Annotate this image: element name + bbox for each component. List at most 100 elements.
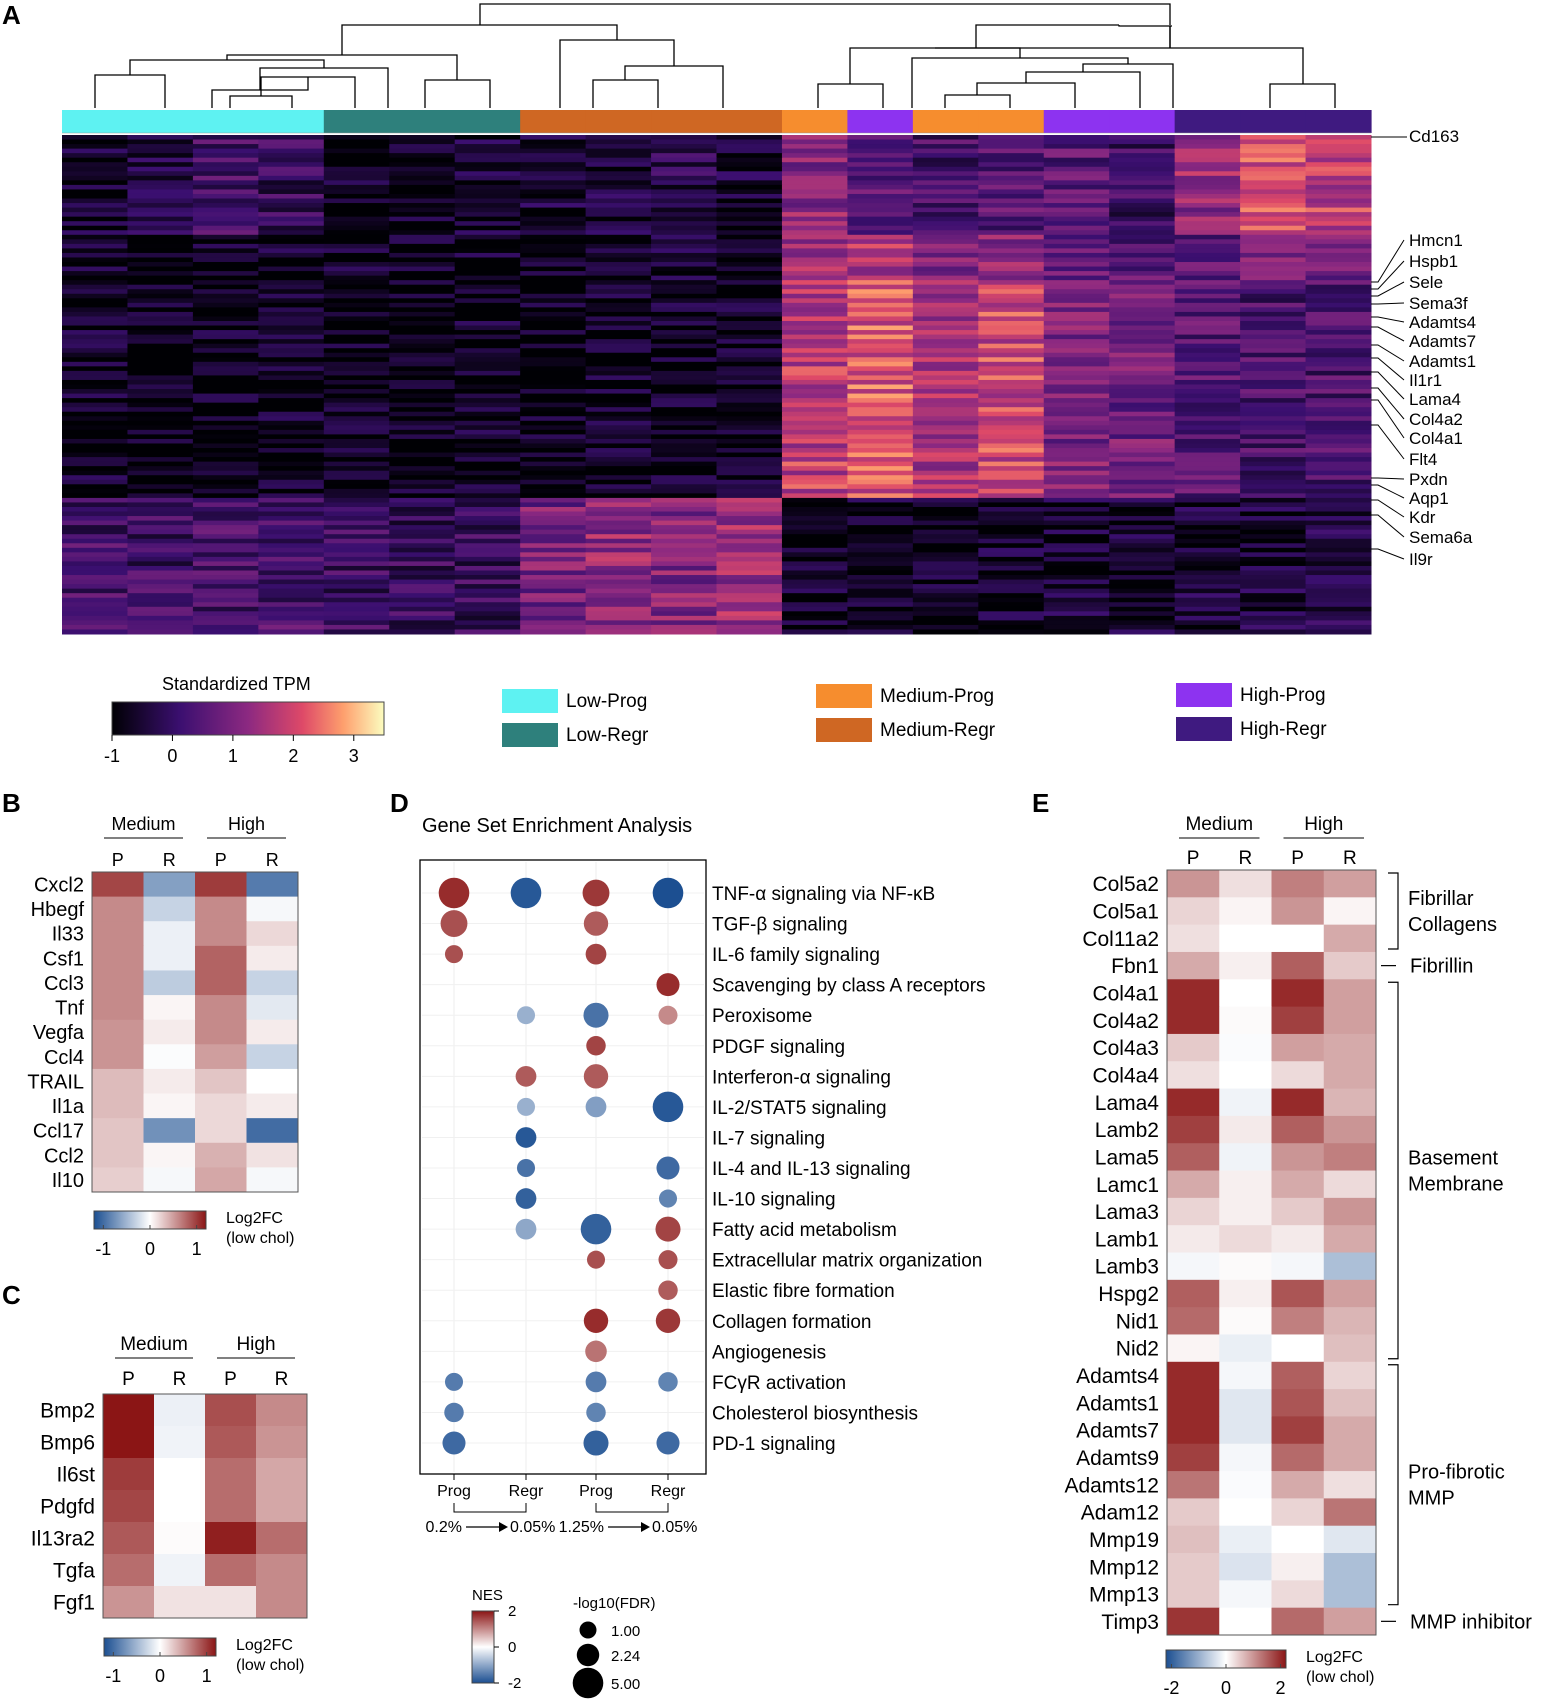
heatmap-cell (127, 529, 194, 535)
heatmap-cell (912, 615, 979, 621)
heatmap-cell (585, 175, 652, 181)
bracket-label: Fibrillar (1408, 888, 1474, 910)
heatmap-cell (978, 411, 1045, 417)
heatmap-cell (143, 896, 196, 922)
heatmap-cell (912, 602, 979, 608)
heatmap-cell (1174, 620, 1241, 626)
heatmap-cell (912, 189, 979, 195)
heatmap-cell (1240, 466, 1307, 472)
heatmap-cell (651, 153, 717, 159)
heatmap-cell (1174, 166, 1241, 172)
row-label: Lamc1 (1096, 1174, 1159, 1197)
heatmap-cell (323, 257, 390, 263)
heatmap-cell (1043, 457, 1110, 463)
heatmap-cell (1240, 180, 1307, 186)
heatmap-cell (62, 166, 128, 172)
heatmap-cell (1240, 593, 1307, 599)
heatmap-cell (389, 434, 456, 440)
heatmap-cell (1109, 525, 1176, 531)
heatmap-cell (1043, 529, 1110, 535)
heatmap-cell (1174, 293, 1241, 299)
heatmap-cell (454, 579, 521, 585)
heatmap-cell (585, 293, 652, 299)
heatmap-cell (781, 484, 848, 490)
heatmap-cell (1305, 330, 1372, 336)
heatmap-cell (847, 466, 914, 472)
heatmap-cell (1305, 298, 1372, 304)
row-label: Lamb3 (1095, 1256, 1159, 1279)
enrichment-dot (656, 1431, 680, 1455)
heatmap-cell (1219, 1443, 1272, 1472)
heatmap-cell (1109, 457, 1176, 463)
heatmap-cell (127, 325, 194, 331)
heatmap-cell (912, 584, 979, 590)
heatmap-cell (127, 248, 194, 254)
threshold-bracket (595, 1503, 669, 1513)
heatmap-cell (1043, 434, 1110, 440)
heatmap-cell (912, 343, 979, 349)
heatmap-cell (143, 1093, 196, 1119)
heatmap-cell (1109, 275, 1176, 281)
heatmap-cell (651, 525, 717, 531)
heatmap-cell (520, 570, 587, 576)
heatmap-cell (127, 221, 194, 227)
enrichment-dot (586, 1250, 606, 1269)
heatmap-cell (1240, 520, 1307, 526)
heatmap-cell (1271, 870, 1325, 898)
heatmap-cell (192, 615, 259, 621)
heatmap-cell (978, 620, 1045, 626)
heatmap-cell (912, 552, 979, 558)
row-label: Col11a2 (1082, 928, 1159, 951)
heatmap-cell (1109, 529, 1176, 535)
heatmap-cell (978, 180, 1045, 186)
heatmap-cell (127, 543, 194, 549)
heatmap-cell (1305, 257, 1372, 263)
heatmap-cell (1043, 361, 1110, 367)
heatmap-cell (847, 434, 914, 440)
heatmap-cell (143, 1068, 196, 1095)
heatmap-cell (716, 606, 783, 612)
heatmap-cell (781, 221, 848, 227)
heatmap-cell (585, 525, 652, 531)
heatmap-cell (389, 411, 456, 417)
row-label: Cxcl2 (34, 875, 84, 897)
heatmap-cell (389, 570, 456, 576)
heatmap-cell (62, 552, 128, 558)
heatmap-cell (1271, 1307, 1325, 1335)
heatmap-cell (1174, 389, 1241, 395)
heatmap-cell (1174, 506, 1241, 513)
heatmap-cell (143, 995, 196, 1021)
heatmap-cell (1174, 384, 1241, 390)
heatmap-cell (520, 448, 587, 454)
heatmap-cell (1323, 1252, 1377, 1281)
heatmap-cell (192, 479, 259, 485)
heatmap-cell (1043, 452, 1110, 458)
heatmap-cell (127, 225, 194, 231)
heatmap-cell (651, 184, 717, 190)
heatmap-cell (192, 429, 259, 435)
heatmap-cell (1109, 611, 1176, 617)
heatmap-cell (1109, 280, 1176, 286)
group-bar-cell (978, 110, 1045, 133)
heatmap-cell (62, 248, 128, 254)
heatmap-cell (1167, 1279, 1220, 1308)
heatmap-cell (1174, 493, 1241, 499)
heatmap-cell (62, 529, 128, 535)
heatmap-cell (651, 370, 717, 376)
heatmap-cell (1174, 520, 1241, 526)
heatmap-cell (62, 171, 128, 177)
heatmap-cell (1240, 252, 1307, 258)
heatmap-cell (1323, 979, 1377, 1008)
heatmap-cell (520, 289, 587, 295)
heatmap-cell (1305, 234, 1372, 240)
heatmap-cell (1271, 979, 1325, 1008)
heatmap-cell (847, 175, 914, 181)
heatmap-cell (62, 330, 128, 336)
heatmap-cell (323, 584, 390, 590)
colorbar-tick-label: 0 (145, 1239, 155, 1259)
heatmap-cell (781, 389, 848, 395)
heatmap-cell (1323, 1061, 1377, 1090)
size-legend-dot (576, 1643, 600, 1667)
heatmap-cell (1109, 579, 1176, 585)
heatmap-cell (651, 429, 717, 435)
